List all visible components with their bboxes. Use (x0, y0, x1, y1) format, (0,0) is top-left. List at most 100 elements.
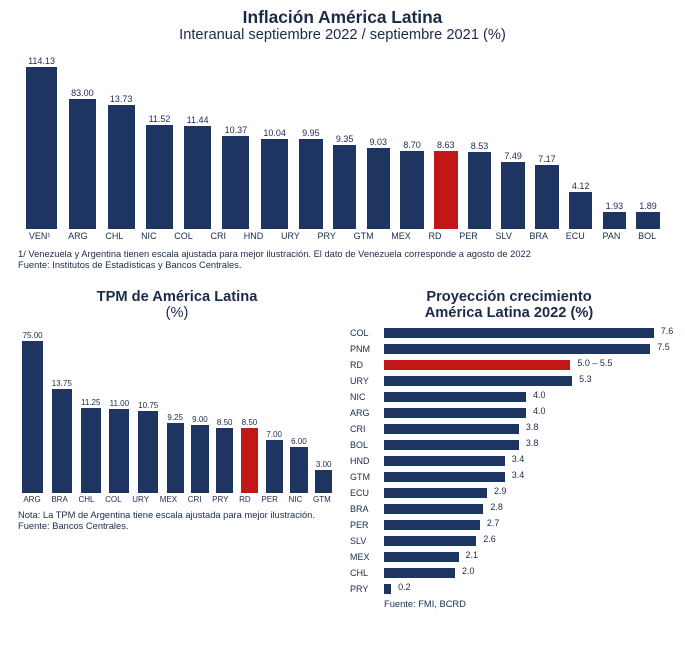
growth-bar-value: 5.0 – 5.5 (573, 358, 612, 368)
inflation-bar (146, 125, 173, 229)
growth-row: COL7.6 (350, 325, 668, 341)
growth-bar-value: 2.8 (486, 502, 503, 512)
inflation-bar-col: 8.70 (395, 49, 429, 229)
growth-bar (384, 584, 391, 594)
inflation-x-label: GTM (345, 231, 383, 241)
growth-bar (384, 376, 572, 386)
growth-y-label: GTM (350, 472, 384, 482)
growth-bar-value: 5.3 (575, 374, 592, 384)
tpm-bar-col: 13.75 (47, 325, 76, 493)
inflation-bar (299, 139, 323, 229)
inflation-bar (501, 162, 525, 229)
inflation-chart-title: Inflación América Latina (18, 8, 667, 27)
growth-row: SLV2.6 (350, 533, 668, 549)
growth-chart-subtitle: América Latina 2022 (%) (350, 305, 668, 321)
inflation-bar-value: 114.13 (28, 56, 55, 66)
growth-track: 4.0 (384, 408, 668, 418)
inflation-bar-value: 10.04 (263, 128, 286, 138)
inflation-bar (26, 67, 56, 229)
inflation-x-label: PRY (309, 231, 345, 241)
inflation-bar (434, 151, 458, 229)
inflation-bar (569, 192, 593, 229)
growth-track: 2.7 (384, 520, 668, 530)
inflation-x-label: BOL (629, 231, 665, 241)
growth-track: 7.6 (384, 328, 668, 338)
tpm-x-label: MEX (154, 495, 182, 504)
inflation-bar-value: 11.52 (149, 114, 171, 124)
tpm-bar-value: 8.50 (217, 418, 233, 427)
inflation-bar-value: 1.89 (639, 201, 657, 211)
inflation-bar-col: 4.12 (564, 49, 598, 229)
growth-track: 2.1 (384, 552, 668, 562)
growth-track: 3.4 (384, 456, 668, 466)
growth-bar (384, 472, 505, 482)
growth-panel: Proyección crecimiento América Latina 20… (350, 289, 668, 610)
growth-bar-value: 2.7 (483, 518, 500, 528)
inflation-bar-col: 10.37 (217, 49, 256, 229)
growth-y-label: CHL (350, 568, 384, 578)
inflation-bar-value: 8.63 (437, 140, 455, 150)
inflation-bar (69, 99, 96, 229)
growth-track: 3.8 (384, 440, 668, 450)
inflation-x-label: CRI (202, 231, 235, 241)
tpm-bar-value: 8.50 (242, 418, 258, 427)
tpm-bar (109, 409, 129, 493)
inflation-x-label: SLV (487, 231, 521, 241)
growth-y-label: MEX (350, 552, 384, 562)
growth-y-label: NIC (350, 392, 384, 402)
inflation-x-labels: VEN¹ARGCHLNICCOLCRIHNDURYPRYGTMMEXRDPERS… (20, 231, 665, 241)
growth-y-label: PNM (350, 344, 384, 354)
growth-bar (384, 456, 505, 466)
inflation-x-label: CHL (96, 231, 132, 241)
growth-bar (384, 360, 570, 370)
tpm-bar-col: 9.25 (163, 325, 188, 493)
inflation-bar-col: 7.17 (530, 49, 564, 229)
tpm-footnote-1: Nota: La TPM de Argentina tiene escala a… (18, 510, 336, 521)
inflation-bar-col: 9.35 (328, 49, 362, 229)
growth-track: 3.8 (384, 424, 668, 434)
growth-bar-value: 3.4 (508, 454, 525, 464)
tpm-panel: TPM de América Latina (%) 75.0013.7511.2… (18, 289, 336, 610)
inflation-x-label: ARG (59, 231, 96, 241)
tpm-x-label: NIC (283, 495, 307, 504)
growth-track: 2.8 (384, 504, 668, 514)
inflation-bar (468, 152, 492, 229)
tpm-x-label: CHL (73, 495, 100, 504)
growth-bar-value: 2.0 (458, 566, 475, 576)
growth-bar-value: 3.8 (522, 438, 539, 448)
inflation-bar-col: 9.03 (361, 49, 395, 229)
tpm-bar-value: 11.00 (110, 399, 129, 408)
growth-bar (384, 392, 526, 402)
growth-track: 2.9 (384, 488, 668, 498)
growth-bar (384, 504, 483, 514)
growth-footnote: Fuente: FMI, BCRD (384, 599, 668, 610)
growth-bar-value: 2.1 (462, 550, 479, 560)
growth-bar-value: 0.2 (394, 582, 411, 592)
inflation-bar-col: 83.00 (63, 49, 102, 229)
inflation-bar (400, 151, 424, 229)
tpm-bar-value: 6.00 (291, 437, 307, 446)
growth-track: 5.3 (384, 376, 668, 386)
tpm-bar-value: 3.00 (316, 460, 332, 469)
tpm-bars: 75.0013.7511.2511.0010.759.259.008.508.5… (18, 325, 336, 493)
tpm-x-label: CRI (182, 495, 206, 504)
tpm-bar-col: 3.00 (311, 325, 336, 493)
tpm-x-label: GTM (308, 495, 336, 504)
growth-row: BRA2.8 (350, 501, 668, 517)
growth-row: URY5.3 (350, 373, 668, 389)
growth-y-label: HND (350, 456, 384, 466)
growth-bar-value: 7.6 (657, 326, 674, 336)
growth-y-label: COL (350, 328, 384, 338)
growth-chart: COL7.6PNM7.5RD5.0 – 5.5URY5.3NIC4.0ARG4.… (350, 325, 668, 597)
inflation-x-label: RD (420, 231, 451, 241)
inflation-bar-col: 114.13 (20, 49, 63, 229)
tpm-x-label: BRA (46, 495, 73, 504)
tpm-x-label: RD (234, 495, 256, 504)
inflation-bar-value: 13.73 (110, 94, 133, 104)
inflation-bar-value: 1.93 (606, 201, 624, 211)
growth-y-label: CRI (350, 424, 384, 434)
growth-row: PNM7.5 (350, 341, 668, 357)
tpm-bar-col: 8.50 (237, 325, 262, 493)
tpm-bar (22, 341, 42, 493)
growth-y-label: RD (350, 360, 384, 370)
